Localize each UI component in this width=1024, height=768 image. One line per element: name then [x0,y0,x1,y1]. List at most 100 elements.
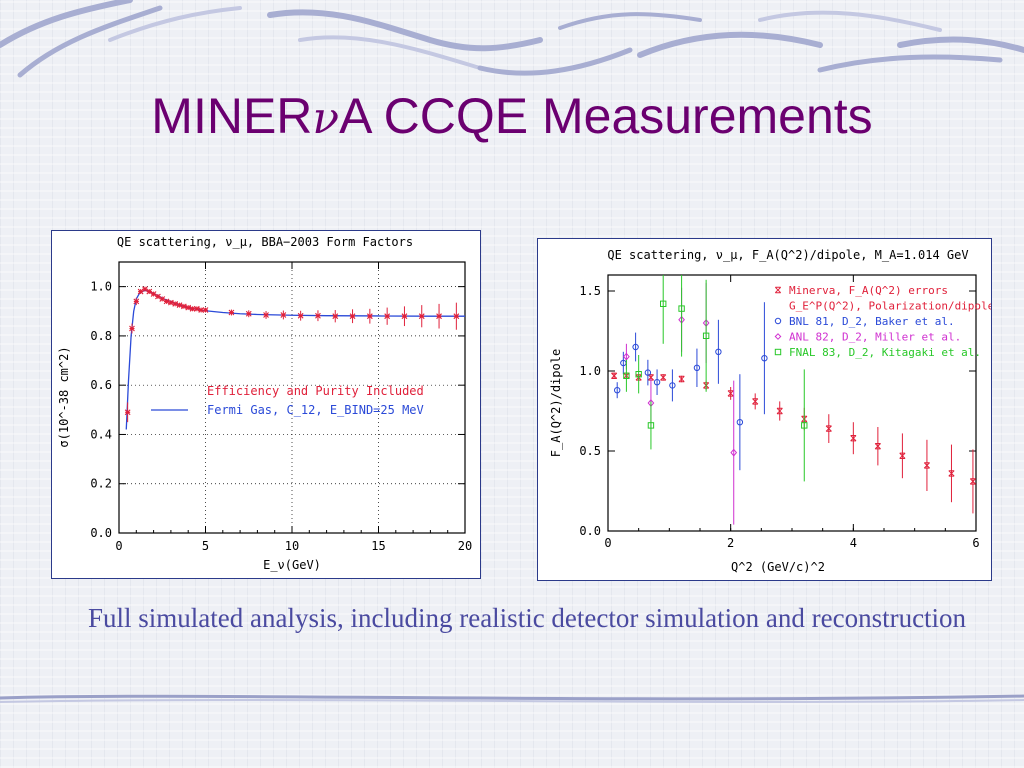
plot1-data-point [366,313,373,320]
plot1-data-point [332,313,339,320]
plot1-data-point [180,303,187,310]
plot1-data-point [297,312,304,319]
plot2-legend-marker [774,333,782,340]
plot2-ytick-label: 0.0 [579,524,601,538]
plot1-ytick-label: 0.6 [90,378,112,392]
header-swoosh-decoration [0,0,1024,78]
plot1-data-point [137,288,144,295]
plot1-data-point [142,286,148,292]
plot2-point-x [660,374,667,381]
plot2-point-circle [693,364,701,372]
plot2-legend-marker [774,317,782,325]
plot1-title: QE scattering, ν_μ, BBA−2003 Form Factor… [117,235,413,249]
plot1-xtick-label: 5 [202,539,209,553]
plot2-point-x [969,478,976,485]
plot1-data-point [263,312,269,318]
plot2-xtick-label: 0 [604,536,611,550]
plot2-point-diamond [623,352,630,361]
title-suffix: A CCQE Measurements [339,88,873,144]
form-factor-plot-panel: 0 2 4 6 0.0 0.5 1.0 1.5 QE scattering, ν_μ, F_A… [537,238,992,581]
plot2-point-x [647,374,654,381]
plot2-point-circle [761,355,768,362]
plot1-legend-line: Fermi Gas, C_12, E_BIND=25 MeV [207,403,424,417]
plot1-data-point [168,299,174,306]
plot1-data-point [418,313,425,320]
plot1-data-point [401,313,408,320]
plot2-xtick-label: 4 [850,536,857,550]
cross-section-plot-panel: 0 5 10 15 20 0.0 0.2 0.4 0.6 0.8 1.0 QE scattering… [51,230,481,579]
plot2-point-x [611,372,618,379]
slide-title: MINERνA CCQE Measurements [0,86,1024,149]
plot2-point-square [647,422,655,429]
plot2-ytick-label: 1.5 [579,284,601,298]
plot2-point-square [678,305,685,312]
cross-section-plot: 0 5 10 15 20 0.0 0.2 0.4 0.6 0.8 1.0 QE scattering… [57,235,472,572]
plot1-data-point [189,305,196,312]
plot1-data-point [436,313,442,320]
plot2-point-x [850,435,857,442]
plot2-point-diamond [730,448,738,457]
plot1-xtick-label: 0 [115,539,122,553]
plot2-point-square [702,332,710,339]
plot2-point-circle [736,419,744,426]
plot1-data-point [150,291,157,297]
plot2-legend-label: G_E^P(Q^2), Polarization/dipole [789,300,991,313]
plot2-point-x [825,425,832,432]
plot2-point-circle [715,348,722,356]
plot1-data-point [228,309,235,316]
plot1-data-point [349,313,356,320]
plot1-data-point [129,325,135,332]
plot2-point-circle [653,379,661,386]
plot2-point-x [727,390,734,397]
form-factor-plot: 0 2 4 6 0.0 0.5 1.0 1.5 QE scattering, ν_μ, F_A… [549,248,991,574]
plot1-data-point [163,298,170,305]
plot1-legend-points: Efficiency and Purity Included [207,384,424,398]
plot2-title: QE scattering, ν_μ, F_A(Q^2)/dipole, M_A… [607,248,968,262]
plot2-point-square [635,371,642,378]
plot1-data-point [124,409,131,416]
plot1-data-point [198,307,205,313]
slide-caption: Full simulated analysis, including reali… [88,603,967,633]
plot1-ytick-label: 0.0 [90,526,112,540]
plot1-data-point [146,288,153,295]
plot2-point-x [923,462,930,469]
plot2-ytick-label: 1.0 [579,364,601,378]
plot1-xtick-label: 10 [285,539,299,553]
plot2-point-circle [614,387,621,394]
plot2-point-square [660,300,667,307]
plot1-data-point [202,307,209,313]
plot2-legend-label: FNAL 83, D_2, Kitagaki et al. [789,346,981,359]
footer-swoosh-decoration [0,694,1024,703]
plot2-legend-marker [774,348,782,356]
plot1-data-point [172,300,179,307]
plot2-legend-label: BNL 81, D_2, Baker et al. [789,315,955,328]
plot2-point-x [678,375,685,383]
plot1-xtick-label: 15 [371,539,385,553]
plot1-data-point [176,302,183,309]
title-prefix: MINER [151,88,313,144]
plot2-point-square [623,372,630,380]
plot2-xlabel: Q^2 (GeV/c)^2 [731,560,825,574]
plot2-point-x [752,398,759,405]
plot2-legend-marker [774,286,782,294]
plot2-point-x [899,452,906,459]
plot1-ytick-label: 0.4 [90,427,112,441]
plot1-data-point [133,298,140,305]
plot2-point-square [801,422,808,429]
plot2-legend-label: ANL 82, D_2, Miller et al. [789,331,961,344]
plot2-point-circle [669,382,676,389]
plot2-ylabel: F_A(Q^2)/dipole [549,349,563,457]
plot2-legend-label: Minerva, F_A(Q^2) errors [789,284,948,297]
plot2-point-x [948,470,955,477]
plot2-point-x [776,407,783,415]
plot1-data-point [315,312,321,319]
plot1-data-point [453,313,460,320]
plot1-data-point [185,304,192,311]
plot1-data-point [193,305,200,312]
plot1-xlabel: E_ν(GeV) [263,558,321,572]
plot1-data-point [155,293,161,300]
plot1-ytick-label: 1.0 [90,280,112,294]
plot1-ytick-label: 0.8 [90,329,112,343]
plot1-data-point [384,313,391,320]
plot1-xtick-label: 20 [458,539,472,553]
